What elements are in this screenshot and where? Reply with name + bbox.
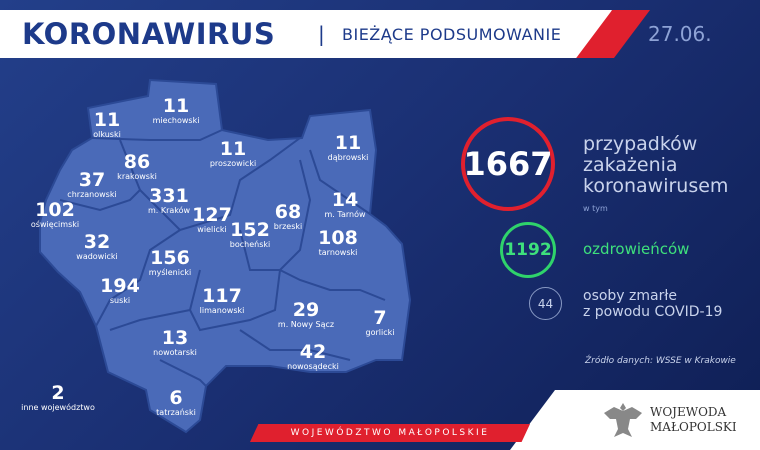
district-17: 29 m. Nowy Sącz xyxy=(278,300,334,330)
district-name: suski xyxy=(109,296,131,305)
logo-text-line-1: WOJEWODA xyxy=(650,405,727,419)
district-7: 102 oświęcimski xyxy=(31,200,79,230)
district-borders xyxy=(59,129,386,387)
district-4: 86 krakowski xyxy=(117,152,157,182)
district-name: oświęcimski xyxy=(30,220,80,229)
district-18: 7 gorlicki xyxy=(366,308,395,338)
district-name: limanowski xyxy=(199,306,245,315)
district-name: miechowski xyxy=(152,116,200,125)
cases-circle: 1667 xyxy=(461,117,555,211)
district-name: nowosądecki xyxy=(287,362,339,371)
district-13: 32 wadowicki xyxy=(76,232,117,262)
district-name: krakowski xyxy=(117,172,157,181)
deaths-label-line-1: osoby zmarłe xyxy=(583,288,677,304)
district-name: olkuski xyxy=(93,130,121,139)
district-value: 11 xyxy=(334,132,362,154)
district-value: 152 xyxy=(230,219,270,241)
district-name: wielicki xyxy=(197,225,227,234)
date: 27.06. xyxy=(648,22,712,46)
deaths-label: osoby zmarłe z powodu COVID-19 xyxy=(583,288,722,320)
eagle-emblem-icon xyxy=(604,403,642,437)
district-value: 32 xyxy=(83,231,111,253)
district-name: chrzanowski xyxy=(67,190,117,199)
district-22: 2 inne województwo xyxy=(21,383,95,413)
district-20: 42 nowosądecki xyxy=(287,342,339,372)
district-16: 117 limanowski xyxy=(200,286,245,316)
district-name: bocheński xyxy=(229,240,271,249)
data-source: Źródło danych: WSSE w Krakowie xyxy=(585,356,736,366)
district-value: 86 xyxy=(123,151,151,173)
district-value: 156 xyxy=(150,247,190,269)
district-15: 194 suski xyxy=(100,276,140,306)
district-1: 11 miechowski xyxy=(153,96,200,126)
district-3: 11 dąbrowski xyxy=(328,133,369,163)
recovered-circle: 1192 xyxy=(500,222,556,278)
including-label: w tym xyxy=(583,204,608,213)
district-name: wadowicki xyxy=(76,252,118,261)
district-value: 11 xyxy=(162,95,190,117)
district-value: 42 xyxy=(299,341,327,363)
voivode-logo-text: WOJEWODA MAŁOPOLSKI xyxy=(650,405,737,435)
district-value: 194 xyxy=(100,275,140,297)
title: KORONAWIRUS xyxy=(22,17,276,51)
district-value: 6 xyxy=(169,387,183,409)
district-name: myślenicki xyxy=(148,268,192,277)
cases-label: przypadków zakażenia koronawirusem xyxy=(583,133,729,197)
district-11: 152 bocheński xyxy=(230,220,270,250)
district-value: 11 xyxy=(93,109,121,131)
district-name: m. Tarnów xyxy=(324,210,366,219)
district-9: 68 brzeski xyxy=(274,202,303,232)
district-value: 7 xyxy=(373,307,387,329)
district-name: proszowicki xyxy=(209,159,257,168)
district-name: tarnowski xyxy=(318,248,358,257)
district-value: 11 xyxy=(219,138,247,160)
map-outline xyxy=(39,78,412,434)
footer-white-panel xyxy=(510,390,760,450)
district-name: inne województwo xyxy=(21,403,95,412)
district-value: 331 xyxy=(149,185,189,207)
separator: | xyxy=(318,22,325,46)
district-12: 108 tarnowski xyxy=(318,228,358,258)
district-8: 127 wielicki xyxy=(192,205,232,235)
district-value: 108 xyxy=(318,227,358,249)
district-value: 68 xyxy=(274,201,302,223)
deaths-circle: 44 xyxy=(529,287,562,320)
district-name: m. Kraków xyxy=(147,206,191,215)
district-value: 127 xyxy=(192,204,232,226)
district-value: 37 xyxy=(78,169,106,191)
district-5: 37 chrzanowski xyxy=(67,170,116,200)
district-19: 13 nowotarski xyxy=(153,328,197,358)
district-value: 2 xyxy=(51,382,65,404)
district-name: dąbrowski xyxy=(327,153,369,162)
district-name: gorlicki xyxy=(365,328,395,337)
recovered-label: ozdrowieńców xyxy=(583,240,690,258)
deaths-label-line-2: z powodu COVID-19 xyxy=(583,304,723,320)
region-banner: WOJEWÓDZTWO MAŁOPOLSKIE xyxy=(250,424,530,442)
subtitle: BIEŻĄCE PODSUMOWANIE xyxy=(342,25,562,44)
district-2: 11 proszowicki xyxy=(210,139,256,169)
district-14: 156 myślenicki xyxy=(149,248,191,278)
district-value: 117 xyxy=(202,285,242,307)
district-value: 29 xyxy=(292,299,320,321)
district-name: m. Nowy Sącz xyxy=(277,320,335,329)
district-value: 13 xyxy=(161,327,189,349)
logo-text-line-2: MAŁOPOLSKI xyxy=(650,420,737,434)
district-0: 11 olkuski xyxy=(93,110,121,140)
district-6: 331 m. Kraków xyxy=(148,186,190,216)
district-value: 102 xyxy=(35,199,75,221)
district-value: 14 xyxy=(331,189,359,211)
district-name: nowotarski xyxy=(153,348,197,357)
district-name: tatrzański xyxy=(156,408,196,417)
district-10: 14 m. Tarnów xyxy=(325,190,366,220)
header-banner xyxy=(0,10,612,58)
district-name: brzeski xyxy=(273,222,303,231)
district-21: 6 tatrzański xyxy=(156,388,196,418)
